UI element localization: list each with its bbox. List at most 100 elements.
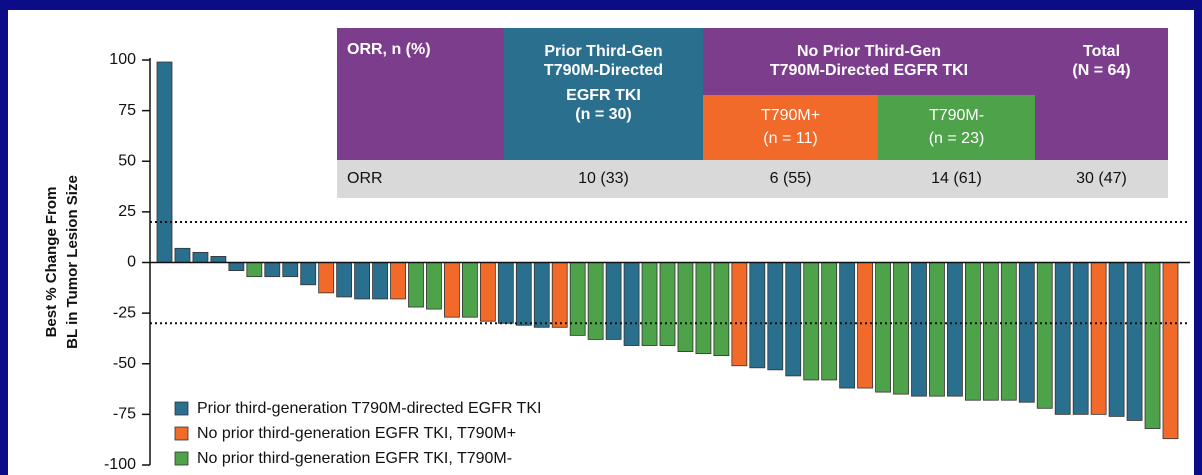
bar [767, 262, 784, 371]
bar [390, 262, 406, 300]
header-text: T790M-Directed [543, 62, 664, 79]
bar [605, 262, 622, 340]
legend-label: No prior third-generation EGFR TKI, T790… [197, 425, 516, 442]
y-tick-label: -25 [113, 304, 136, 321]
bar [731, 262, 748, 367]
row-label: ORR [347, 170, 383, 187]
bar [1108, 262, 1125, 417]
header-text: (n = 23) [928, 130, 985, 147]
bar [893, 262, 909, 395]
y-tick-label: 75 [118, 102, 136, 119]
bar [479, 262, 496, 322]
header-text: T790M- [928, 107, 985, 124]
row-value: 30 (47) [1076, 170, 1127, 187]
bar [1144, 262, 1161, 429]
bar [300, 262, 317, 286]
bar [174, 247, 191, 263]
header-text: T790M+ [760, 107, 821, 124]
legend-label: No prior third-generation EGFR TKI, T790… [197, 450, 512, 467]
bar [659, 262, 676, 346]
header-text: EGFR TKI [566, 87, 641, 104]
bar [156, 61, 173, 263]
legend-swatch [174, 401, 189, 416]
bar [318, 262, 335, 294]
legend-swatch [174, 451, 189, 466]
bar [803, 262, 820, 381]
row-value: 6 (55) [769, 170, 812, 187]
bar [551, 262, 568, 328]
y-tick-label: 100 [109, 51, 136, 68]
bar [1036, 262, 1053, 409]
corner-cell: ORR, n (%) [337, 28, 504, 160]
bar [1126, 262, 1143, 421]
bar [641, 262, 658, 346]
bar [677, 262, 694, 352]
bar [246, 262, 263, 278]
header-text: No Prior Third-Gen [797, 43, 941, 60]
bar [372, 262, 388, 300]
bar [1162, 262, 1179, 440]
y-tick-label: -100 [104, 456, 136, 473]
y-tick-label: 0 [127, 254, 136, 271]
bar [354, 262, 371, 300]
y-axis-label: BL in Tumor Lesion Size [64, 175, 81, 349]
plus-cell: T790M+ (n = 11) [703, 95, 878, 160]
bar [821, 262, 838, 381]
header-text: Prior Third-Gen [544, 43, 663, 60]
bar [911, 262, 927, 397]
bar [964, 262, 981, 401]
bar [982, 262, 999, 401]
row-bg [337, 160, 1168, 198]
bar [336, 262, 353, 298]
bar [192, 251, 209, 263]
bar [1072, 262, 1089, 415]
header-text: T790M-Directed EGFR TKI [769, 62, 969, 79]
total-cell: Total (N = 64) [1035, 28, 1168, 160]
bar [713, 262, 730, 357]
prior-cell: Prior Third-Gen T790M-Directed EGFR TKI … [504, 28, 703, 160]
bar [497, 262, 514, 324]
bar [839, 262, 856, 389]
bar [929, 262, 945, 397]
y-tick-label: -50 [113, 355, 136, 372]
header-text: (N = 64) [1072, 62, 1131, 79]
bar [587, 262, 604, 340]
y-tick-label: -75 [113, 406, 136, 423]
no-prior-cell: No Prior Third-Gen T790M-Directed EGFR T… [703, 28, 1035, 95]
y-tick-label: 50 [118, 152, 136, 169]
minus-cell: T790M- (n = 23) [878, 95, 1035, 160]
bar [947, 262, 963, 397]
row-value: 10 (33) [578, 170, 629, 187]
header-text: (n = 30) [575, 106, 632, 123]
bar [1000, 262, 1017, 401]
legend-label: Prior third-generation T790M-directed EG… [197, 400, 541, 417]
bar [1018, 262, 1035, 403]
bar [282, 262, 299, 278]
bar [1054, 262, 1071, 415]
legend-swatch [174, 426, 189, 441]
bar [264, 262, 281, 278]
y-tick-label: 25 [118, 203, 136, 220]
bar [408, 262, 424, 308]
bar [875, 262, 891, 393]
bar [515, 262, 532, 326]
y-axis-label: Best % Change From [43, 187, 60, 338]
bar [785, 262, 802, 377]
bar [749, 262, 766, 369]
row-value: 14 (61) [931, 170, 982, 187]
bar [623, 262, 640, 346]
bar [857, 262, 874, 389]
header-text: Total [1082, 43, 1121, 60]
bar [533, 262, 550, 328]
corner-text: ORR, n (%) [347, 41, 431, 58]
header-text: (n = 11) [763, 130, 818, 147]
bar [1090, 262, 1107, 415]
bar [569, 262, 586, 336]
bar [426, 262, 442, 310]
bar [444, 262, 460, 318]
bar [210, 256, 227, 263]
bar [228, 262, 245, 272]
bar [695, 262, 712, 355]
